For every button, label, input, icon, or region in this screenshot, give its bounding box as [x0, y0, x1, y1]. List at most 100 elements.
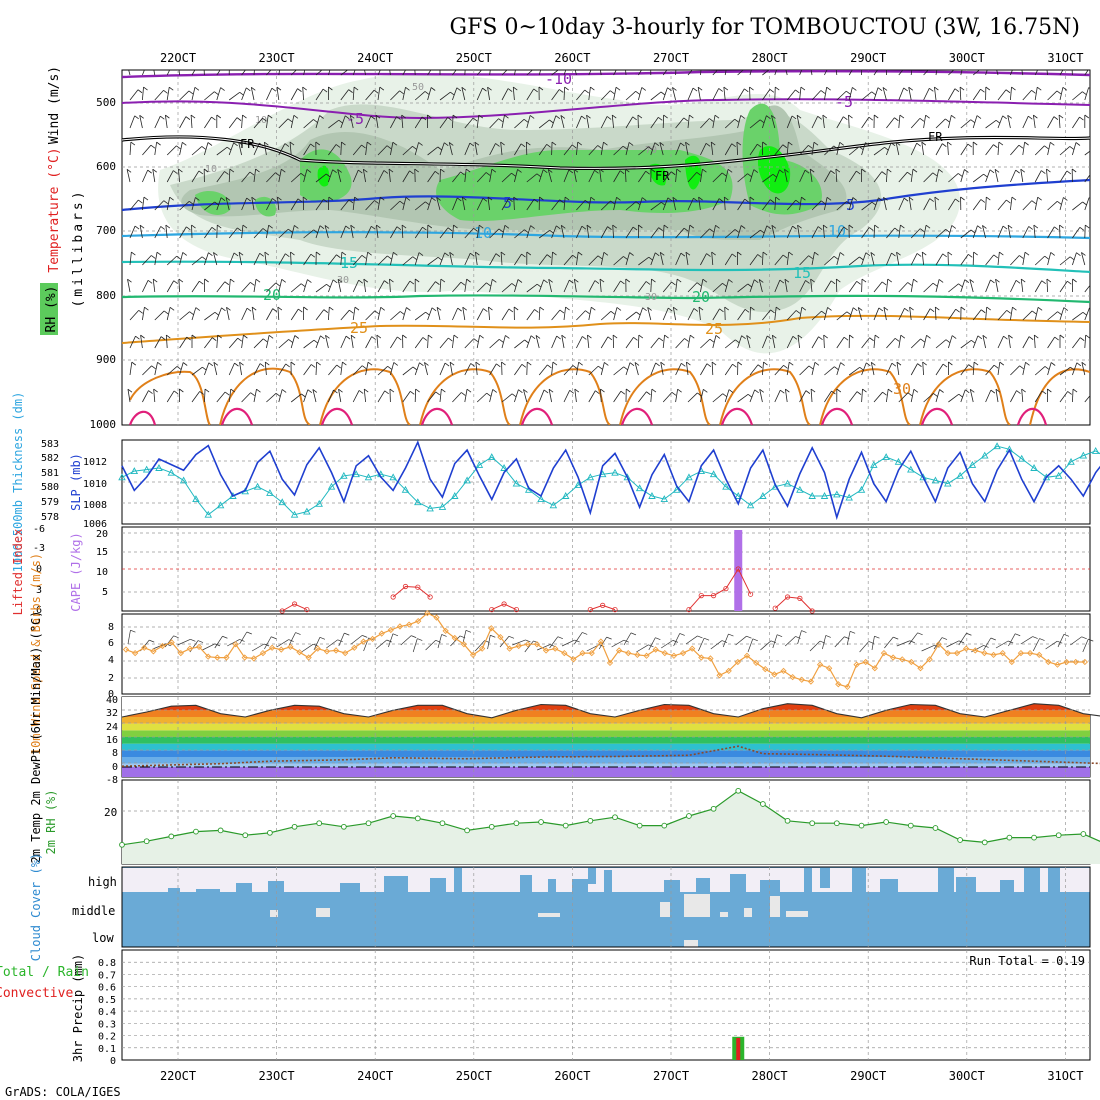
- wind-barb: [253, 70, 255, 76]
- wind10-barb-flag: [246, 631, 252, 635]
- wind-barb: [600, 142, 604, 156]
- cloud-level-high: high: [88, 875, 117, 889]
- wind-barb-flag: [555, 115, 561, 120]
- wind-barb-flag: [595, 390, 600, 395]
- wind-barb-flag: [387, 365, 392, 370]
- wind-barb-flag: [358, 279, 363, 284]
- wind-barb: [414, 337, 424, 349]
- cape-bar: [734, 530, 743, 611]
- wind-barb: [129, 115, 136, 129]
- wind10-point: [871, 665, 878, 672]
- wind-barb: [1047, 336, 1056, 349]
- wind10-barb: [313, 637, 321, 651]
- wind-barb: [238, 142, 242, 156]
- wind-barb-flag: [126, 169, 132, 173]
- wind-barb-flag: [645, 170, 650, 175]
- wind-barb: [464, 389, 468, 403]
- wind-barb-flag: [230, 278, 235, 283]
- thickness-point: [1091, 446, 1100, 454]
- precip-tick: 0.2: [98, 1032, 116, 1043]
- wind-barb-flag: [410, 391, 415, 395]
- wind-barb: [886, 169, 888, 183]
- wind10-speed-series: [125, 612, 1085, 688]
- wind-barb: [414, 70, 416, 76]
- wind-barb-flag: [239, 92, 244, 96]
- wind-barb-flag: [290, 361, 296, 366]
- wind-barb-flag: [759, 388, 764, 393]
- wind-barb-flag: [658, 117, 663, 121]
- wind-barb-flag: [964, 279, 970, 283]
- thickness-point: [130, 467, 139, 475]
- cape-tick-5: 5: [102, 587, 108, 598]
- wind-barb-flag: [808, 255, 813, 259]
- wind-barb-flag: [319, 115, 324, 119]
- wind-barb-flag: [980, 199, 986, 203]
- wind-barb-flag: [428, 334, 433, 339]
- wind-barb-flag: [495, 143, 500, 147]
- wind-barb-flag: [1024, 251, 1030, 256]
- wind-barb-flag: [762, 141, 767, 146]
- wind10-point: [205, 653, 212, 660]
- rh2m-point: [907, 822, 914, 829]
- wind-barb-flag: [591, 306, 596, 311]
- wind-barb: [315, 173, 327, 183]
- wind-barb: [896, 362, 900, 376]
- wind10-point: [862, 658, 869, 666]
- wind-barb-flag: [201, 256, 207, 261]
- wind-barb-flag: [938, 62, 942, 65]
- wind-barb-flag: [301, 393, 306, 398]
- wind-barb-flag: [453, 334, 459, 339]
- wind-barb: [526, 173, 538, 183]
- isotherm-minus5: [122, 98, 1090, 120]
- wind-barb: [390, 226, 398, 239]
- wind-barb: [898, 392, 909, 403]
- wind-barb: [650, 337, 660, 349]
- wind-barb-flag: [1057, 200, 1062, 205]
- thickness-point: [672, 485, 681, 493]
- wind-barb-flag: [750, 306, 755, 311]
- wind-barb: [476, 172, 487, 183]
- wind-barb: [142, 280, 149, 293]
- wind-barb-flag: [973, 251, 978, 256]
- wind10-barb-flag: [557, 636, 563, 639]
- wind-barb-flag: [600, 388, 605, 393]
- wind-barb-flag: [709, 228, 714, 233]
- wind-barb: [250, 87, 255, 101]
- wind-barb: [995, 389, 999, 403]
- label-5-a: 5: [503, 194, 512, 212]
- wind-barb: [402, 87, 406, 101]
- wind-barb: [315, 225, 321, 239]
- wind-barb: [1081, 362, 1086, 376]
- wind-barb-flag: [822, 114, 828, 119]
- ylabel-rh2m: 2m RH (%): [44, 789, 58, 854]
- wind-barb-flag: [586, 224, 592, 229]
- wind-barb-flag: [434, 171, 440, 175]
- wind-barb: [687, 115, 690, 129]
- wind10-barb-flag: [582, 632, 588, 635]
- wind-barb: [238, 252, 242, 266]
- wind-barb: [762, 115, 767, 129]
- wind-barb: [140, 335, 143, 349]
- wind-barb: [563, 307, 566, 321]
- wind-barb: [340, 141, 342, 156]
- wind-barb-flag: [380, 196, 385, 201]
- wind-barb: [476, 115, 480, 129]
- wind-barb: [625, 142, 630, 156]
- wind-barb-flag: [399, 90, 404, 95]
- wind-barb: [923, 172, 934, 183]
- wind-barb-flag: [718, 198, 724, 202]
- wind-barb-flag: [199, 64, 203, 67]
- wind-barb-flag: [960, 306, 966, 311]
- label-fr-c: FR: [928, 130, 943, 144]
- wind-barb: [464, 228, 474, 239]
- grads-footer: GrADS: COLA/IGES: [5, 1085, 121, 1099]
- wind10-point: [1054, 661, 1061, 668]
- thickness-point: [882, 453, 890, 461]
- wind-barb-flag: [131, 251, 136, 256]
- rh2m-point: [341, 823, 347, 830]
- wind-barb-flag: [856, 281, 861, 285]
- wind-barb: [427, 146, 439, 156]
- temp-tick-16: 16: [106, 735, 118, 746]
- rh2m-point: [760, 801, 766, 807]
- wind-barb-flag: [883, 197, 888, 201]
